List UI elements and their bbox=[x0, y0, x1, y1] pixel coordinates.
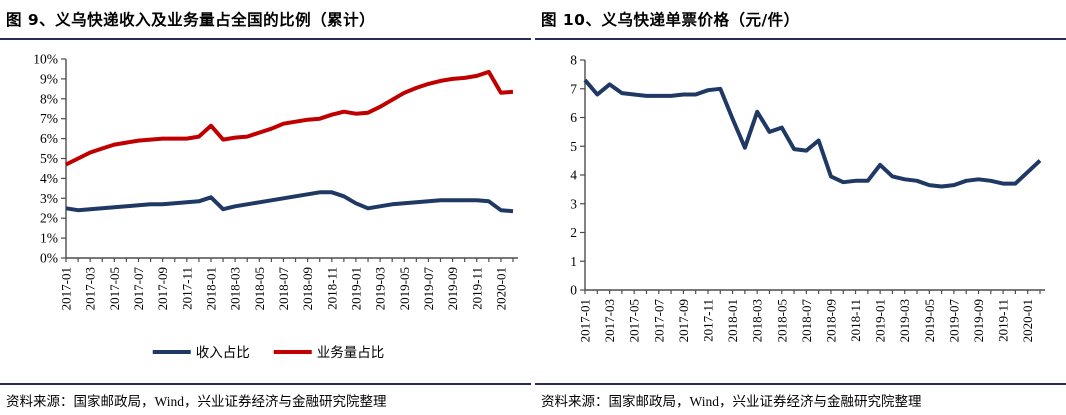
panel-figure-10: 图 10、义乌快递单票价格（元/件） 0 1 2 3 4 5 6 7 8 2017-01 2017-… bbox=[535, 0, 1066, 415]
svg-text:2: 2 bbox=[570, 225, 577, 240]
svg-text:2019-03: 2019-03 bbox=[373, 267, 388, 310]
svg-text:2017-01: 2017-01 bbox=[59, 267, 74, 310]
svg-text:1: 1 bbox=[570, 254, 577, 269]
svg-text:2018-03: 2018-03 bbox=[228, 267, 243, 310]
svg-text:2019-09: 2019-09 bbox=[971, 299, 986, 342]
svg-text:0: 0 bbox=[570, 283, 577, 298]
svg-text:7%: 7% bbox=[40, 111, 58, 126]
chart-title-fig10: 图 10、义乌快递单票价格（元/件） bbox=[541, 11, 800, 29]
svg-text:2018-07: 2018-07 bbox=[799, 299, 814, 343]
line-chart-yiwu-price: 0 1 2 3 4 5 6 7 8 2017-01 2017-03 2017-05 2017-07 201… bbox=[570, 53, 1045, 343]
svg-text:2018-01: 2018-01 bbox=[725, 299, 740, 342]
svg-text:2019-03: 2019-03 bbox=[897, 299, 912, 342]
svg-text:8: 8 bbox=[570, 53, 577, 68]
svg-text:2019-01: 2019-01 bbox=[873, 299, 888, 342]
svg-text:2%: 2% bbox=[40, 211, 58, 226]
svg-text:2019-09: 2019-09 bbox=[445, 267, 460, 310]
svg-text:2019-07: 2019-07 bbox=[946, 299, 961, 343]
svg-text:2017-09: 2017-09 bbox=[676, 299, 691, 342]
source-divider-fig9 bbox=[0, 383, 531, 385]
source-divider-fig10 bbox=[535, 383, 1066, 385]
title-divider-fig10 bbox=[535, 38, 1066, 40]
svg-text:2018-05: 2018-05 bbox=[774, 299, 789, 342]
legend-item: 业务量占比 bbox=[273, 345, 385, 361]
svg-text:2020-01: 2020-01 bbox=[1020, 299, 1035, 342]
legend-label: 收入占比 bbox=[196, 345, 250, 361]
source-note-fig9: 资料来源：国家邮政局，Wind，兴业证券经济与金融研究院整理 bbox=[6, 394, 387, 409]
svg-text:2019-11: 2019-11 bbox=[996, 299, 1011, 342]
svg-text:0%: 0% bbox=[40, 251, 58, 266]
svg-text:4%: 4% bbox=[40, 171, 58, 186]
svg-text:2017-05: 2017-05 bbox=[627, 299, 642, 342]
svg-text:2018-09: 2018-09 bbox=[823, 299, 838, 342]
svg-text:2017-05: 2017-05 bbox=[107, 267, 122, 310]
svg-text:5: 5 bbox=[570, 139, 577, 154]
title-divider-fig9 bbox=[0, 38, 531, 40]
svg-text:2018-05: 2018-05 bbox=[252, 267, 267, 310]
svg-text:2018-01: 2018-01 bbox=[203, 267, 218, 310]
svg-text:2017-09: 2017-09 bbox=[155, 267, 170, 310]
svg-text:2017-03: 2017-03 bbox=[83, 267, 98, 310]
svg-text:2019-07: 2019-07 bbox=[421, 267, 436, 311]
svg-text:4: 4 bbox=[570, 168, 577, 183]
svg-text:2018-11: 2018-11 bbox=[848, 299, 863, 342]
svg-text:6: 6 bbox=[570, 110, 577, 125]
svg-text:9%: 9% bbox=[40, 71, 58, 86]
svg-text:1%: 1% bbox=[40, 231, 58, 246]
svg-text:2017-07: 2017-07 bbox=[131, 267, 146, 311]
source-note-fig10: 资料来源：国家邮政局，Wind，兴业证券经济与金融研究院整理 bbox=[541, 394, 922, 409]
svg-text:8%: 8% bbox=[40, 91, 58, 106]
line-chart-yiwu-share: 0% 1% 2% 3% 4% 5% 6% 7% 8% 9% 10% 2017-01 2017-03 201… bbox=[33, 52, 518, 361]
svg-text:2018-09: 2018-09 bbox=[300, 267, 315, 310]
svg-text:2019-01: 2019-01 bbox=[348, 267, 363, 310]
svg-text:2020-01: 2020-01 bbox=[493, 267, 508, 310]
svg-text:3: 3 bbox=[570, 196, 577, 211]
svg-text:10%: 10% bbox=[33, 52, 58, 67]
svg-text:2017-11: 2017-11 bbox=[179, 267, 194, 310]
svg-text:3%: 3% bbox=[40, 191, 58, 206]
legend-label: 业务量占比 bbox=[317, 345, 385, 361]
legend-item: 收入占比 bbox=[152, 345, 250, 361]
svg-text:6%: 6% bbox=[40, 131, 58, 146]
svg-text:2017-11: 2017-11 bbox=[700, 299, 715, 342]
svg-text:7: 7 bbox=[570, 81, 577, 96]
chart-title-fig9: 图 9、义乌快递收入及业务量占全国的比例（累计） bbox=[6, 11, 376, 29]
svg-text:2017-07: 2017-07 bbox=[651, 299, 666, 343]
svg-text:2018-03: 2018-03 bbox=[750, 299, 765, 342]
svg-text:2018-11: 2018-11 bbox=[324, 267, 339, 310]
svg-text:2019-05: 2019-05 bbox=[922, 299, 937, 342]
panel-figure-9: 图 9、义乌快递收入及业务量占全国的比例（累计） 0% 1% 2% 3% 4% 5% 6% 7… bbox=[0, 0, 531, 415]
svg-text:2019-11: 2019-11 bbox=[469, 267, 484, 310]
svg-text:5%: 5% bbox=[40, 151, 58, 166]
svg-text:2017-03: 2017-03 bbox=[602, 299, 617, 342]
svg-text:2019-05: 2019-05 bbox=[397, 267, 412, 310]
svg-text:2017-01: 2017-01 bbox=[578, 299, 593, 342]
svg-text:2018-07: 2018-07 bbox=[276, 267, 291, 311]
